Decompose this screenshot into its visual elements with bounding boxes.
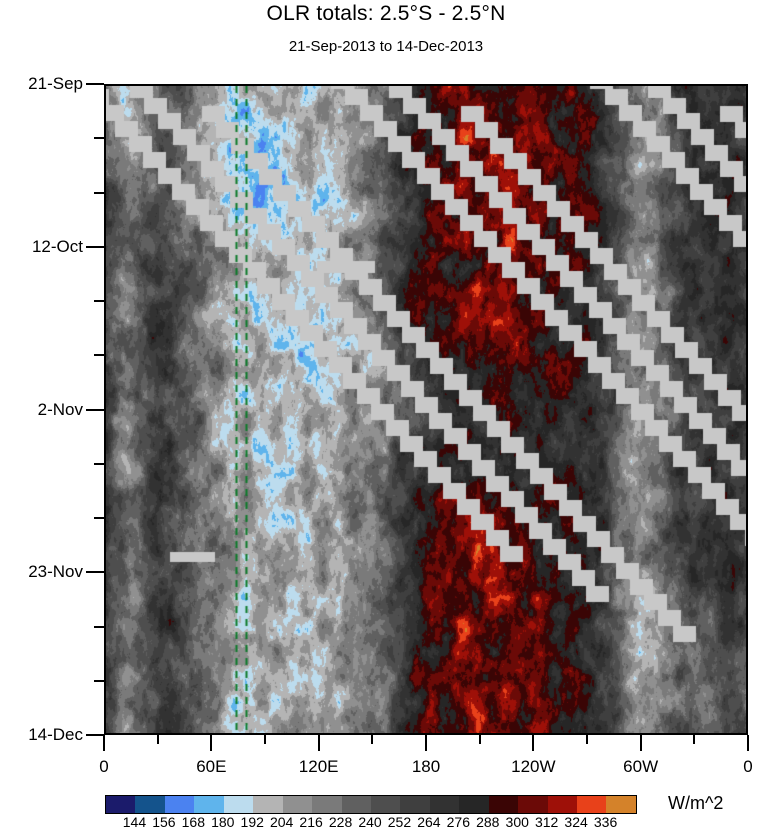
ytick-minor — [94, 625, 104, 628]
colorbar-cell[interactable] — [400, 796, 430, 813]
yaxis-label: 23-Nov — [28, 562, 83, 582]
ytick-minor — [94, 300, 104, 302]
xaxis-label: 120W — [511, 757, 556, 776]
xaxis-label: 120E — [298, 757, 339, 776]
colorbar-cell[interactable] — [282, 796, 313, 813]
xtick-major — [532, 735, 535, 751]
xaxis-label: 0 — [99, 757, 109, 776]
colorbar-cell[interactable] — [164, 796, 195, 813]
colorbar-cell[interactable] — [194, 796, 224, 813]
colorbar-tick-label: 228 — [328, 814, 353, 830]
colorbar-tick-label: 144 — [122, 814, 147, 830]
colorbar-tick-label: 312 — [534, 814, 559, 830]
xtick-major — [317, 735, 320, 751]
xtick-minor — [693, 735, 696, 744]
ytick-minor — [94, 679, 104, 682]
colorbar-cell[interactable] — [488, 796, 519, 813]
colorbar-tick-label: 216 — [299, 814, 323, 830]
colorbar-ticks: 144 156 168 180 192 204 216 228 240 252 264 276 288 3… — [0, 814, 772, 834]
hovmoller-plot — [104, 84, 748, 735]
units-label: W/m^2 — [668, 793, 724, 813]
colorbar-tick-label: 192 — [240, 814, 264, 830]
colorbar-tick-label: 288 — [476, 814, 500, 830]
colorbar-cell[interactable] — [577, 796, 607, 813]
xtick-minor — [586, 735, 588, 744]
heatmap-canvas — [106, 86, 746, 733]
ytick-minor — [94, 462, 104, 465]
colorbar-tick-label: 324 — [564, 814, 588, 830]
xtick-minor — [264, 735, 266, 744]
colorbar-cell[interactable] — [106, 796, 136, 813]
xaxis-label: 60E — [196, 757, 227, 776]
colorbar[interactable] — [105, 795, 637, 814]
yaxis-label: 14-Dec — [28, 725, 83, 744]
ytick-major — [86, 245, 104, 248]
colorbar-cell[interactable] — [135, 796, 165, 813]
xtick-major — [103, 735, 105, 751]
colorbar-cell[interactable] — [253, 796, 283, 813]
xtick-major — [425, 735, 427, 751]
colorbar-cell[interactable] — [429, 796, 460, 813]
ytick-minor — [94, 137, 104, 140]
ytick-minor — [94, 191, 104, 194]
colorbar-tick-label: 276 — [446, 814, 471, 830]
xtick-minor — [156, 735, 159, 744]
xtick-major — [747, 735, 749, 751]
ytick-major — [86, 734, 104, 736]
xtick-major — [639, 735, 642, 751]
yaxis-label: 21-Sep — [28, 74, 83, 93]
colorbar-tick-label: 336 — [593, 814, 618, 830]
colorbar-tick-label: 156 — [152, 814, 176, 830]
colorbar-cell[interactable] — [518, 796, 548, 813]
xtick-major — [210, 735, 213, 751]
ytick-major — [86, 83, 104, 85]
colorbar-cell[interactable] — [547, 796, 577, 813]
ytick-major — [86, 408, 104, 411]
yaxis-label: 12-Oct — [31, 236, 83, 256]
ytick-minor — [94, 517, 104, 519]
xaxis-label: 180 — [411, 757, 441, 776]
ytick-major — [86, 571, 104, 574]
colorbar-tick-label: 264 — [417, 814, 441, 830]
colorbar-tick-label: 300 — [505, 814, 529, 830]
colorbar-cell[interactable] — [606, 796, 636, 813]
colorbar-tick-label: 204 — [269, 814, 294, 830]
colorbar-cell[interactable] — [370, 796, 401, 813]
colorbar-cell[interactable] — [341, 796, 371, 813]
colorbar-cell[interactable] — [459, 796, 489, 813]
colorbar-cell[interactable] — [312, 796, 342, 813]
page-subtitle: 21-Sep-2013 to 14-Dec-2013 — [288, 38, 484, 55]
colorbar-cell[interactable] — [223, 796, 254, 813]
xaxis-label: 0 — [743, 757, 753, 776]
colorbar-tick-label: 180 — [211, 814, 235, 830]
ytick-minor — [94, 354, 104, 357]
xaxis-label: 60W — [623, 757, 659, 776]
colorbar-tick-label: 240 — [358, 814, 382, 830]
yaxis-label: 2-Nov — [37, 399, 83, 419]
colorbar-tick-label: 252 — [387, 814, 412, 830]
xtick-minor — [478, 735, 481, 744]
colorbar-tick-label: 168 — [181, 814, 206, 830]
page-title: OLR totals: 2.5°S - 2.5°N — [266, 2, 506, 25]
xtick-minor — [371, 735, 374, 744]
